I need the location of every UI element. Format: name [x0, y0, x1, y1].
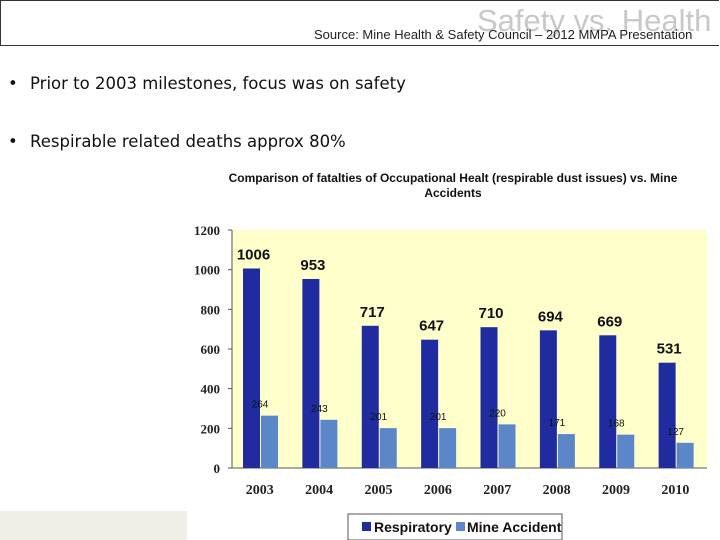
- bar-respiratory: [243, 268, 260, 468]
- bar-mine-accident: [498, 424, 516, 468]
- legend-swatch-respiratory: [362, 522, 371, 531]
- data-label-mine-accident: 201: [430, 412, 447, 423]
- y-tick-label: 1000: [194, 263, 220, 278]
- source-citation: Source: Mine Health & Safety Council – 2…: [314, 27, 693, 42]
- bar-mine-accident: [676, 442, 694, 468]
- legend-label-respiratory: Respiratory: [374, 519, 452, 535]
- data-label-mine-accident: 171: [549, 418, 566, 429]
- footer-bar: [0, 511, 187, 540]
- bar-respiratory: [658, 362, 676, 468]
- y-tick-label: 400: [201, 382, 221, 397]
- data-label-respiratory: 710: [478, 305, 503, 322]
- x-tick-label: 2010: [661, 483, 689, 498]
- data-label-respiratory: 647: [419, 318, 444, 335]
- data-label-mine-accident: 201: [370, 412, 387, 423]
- legend-swatch-mine-accident: [456, 522, 465, 531]
- bar-respiratory: [421, 339, 439, 468]
- legend-label-mine-accident: Mine Accident: [467, 519, 562, 535]
- data-label-mine-accident: 127: [667, 427, 684, 438]
- x-tick-label: 2003: [246, 483, 274, 498]
- y-tick-label: 200: [201, 421, 221, 436]
- x-tick-label: 2009: [602, 483, 630, 498]
- y-tick-label: 0: [214, 461, 221, 476]
- data-label-respiratory: 669: [597, 313, 622, 330]
- data-label-respiratory: 1006: [237, 246, 270, 263]
- bar-mine-accident: [261, 415, 278, 468]
- data-label-respiratory: 531: [657, 341, 682, 358]
- bar-mine-accident: [617, 434, 635, 468]
- data-label-mine-accident: 168: [608, 419, 625, 430]
- x-tick-label: 2004: [305, 483, 333, 498]
- y-tick-label: 800: [201, 302, 221, 317]
- title-bar: Safety vs. Health Source: Mine Health & …: [0, 0, 719, 46]
- slide-title: Safety vs. Health: [477, 3, 712, 38]
- bar-respiratory: [361, 325, 379, 468]
- legend-box: [347, 513, 563, 540]
- x-tick-label: 2005: [364, 483, 392, 498]
- bar-mine-accident: [379, 428, 397, 468]
- bar-respiratory: [302, 278, 320, 468]
- bullet-item: • Prior to 2003 milestones, focus was on …: [8, 74, 406, 93]
- data-label-mine-accident: 264: [252, 400, 269, 411]
- x-tick-label: 2008: [543, 483, 571, 498]
- bar-respiratory: [480, 327, 498, 468]
- y-tick-label: 600: [201, 342, 221, 357]
- bar-mine-accident: [320, 419, 338, 468]
- data-label-mine-accident: 220: [489, 408, 506, 419]
- chart-title-line: Accidents: [424, 186, 482, 200]
- bullet-item: • Respirable related deaths approx 80%: [8, 132, 346, 151]
- y-tick-label: 1200: [194, 223, 220, 238]
- x-tick-label: 2006: [424, 483, 452, 498]
- bullet-icon: •: [8, 132, 18, 151]
- data-label-respiratory: 694: [538, 308, 564, 325]
- data-label-respiratory: 953: [300, 257, 325, 274]
- bar-mine-accident: [557, 434, 575, 468]
- bar-respiratory: [539, 330, 557, 468]
- bar-respiratory: [599, 335, 617, 468]
- bar-mine-accident: [439, 428, 457, 468]
- data-label-respiratory: 717: [360, 304, 385, 321]
- bullet-icon: •: [8, 74, 18, 93]
- data-label-mine-accident: 243: [311, 404, 328, 415]
- x-tick-label: 2007: [483, 483, 511, 498]
- chart-title-line: Comparison of fatalties of Occupational …: [229, 171, 678, 185]
